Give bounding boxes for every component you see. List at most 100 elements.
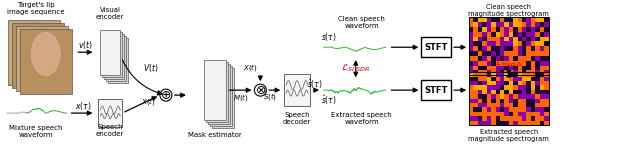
Bar bbox=[527, 112, 531, 116]
Bar bbox=[531, 121, 535, 125]
Bar bbox=[527, 17, 531, 22]
Bar bbox=[487, 94, 491, 99]
Bar bbox=[491, 90, 495, 94]
Bar bbox=[504, 116, 509, 121]
Bar bbox=[531, 22, 535, 27]
Bar bbox=[531, 27, 535, 32]
Bar bbox=[527, 56, 531, 61]
Bar bbox=[487, 46, 491, 51]
Bar bbox=[535, 116, 540, 121]
Bar bbox=[500, 107, 504, 112]
Bar bbox=[544, 107, 548, 112]
Bar bbox=[474, 116, 478, 121]
Bar bbox=[487, 32, 491, 37]
Bar bbox=[491, 85, 495, 90]
Bar bbox=[487, 66, 491, 70]
Bar bbox=[495, 22, 500, 27]
Bar bbox=[491, 46, 495, 51]
Bar bbox=[12, 23, 63, 88]
Bar bbox=[544, 56, 548, 61]
Bar bbox=[535, 112, 540, 116]
Bar bbox=[509, 103, 513, 107]
Bar bbox=[500, 103, 504, 107]
Bar bbox=[495, 32, 500, 37]
Bar bbox=[495, 107, 500, 112]
Bar bbox=[469, 103, 474, 107]
Bar bbox=[544, 66, 548, 70]
Bar bbox=[474, 85, 478, 90]
Bar bbox=[495, 94, 500, 99]
Bar bbox=[504, 56, 509, 61]
Text: Mixture speech
waveform: Mixture speech waveform bbox=[9, 125, 63, 138]
Bar bbox=[540, 112, 544, 116]
Bar bbox=[527, 70, 531, 75]
Bar bbox=[474, 22, 478, 27]
Bar bbox=[518, 37, 522, 41]
Bar bbox=[284, 74, 310, 106]
Bar bbox=[500, 27, 504, 32]
Bar bbox=[469, 77, 474, 81]
Bar bbox=[504, 81, 509, 85]
Bar bbox=[495, 51, 500, 56]
Bar bbox=[509, 70, 513, 75]
Bar bbox=[474, 72, 478, 77]
Text: Target's lip
image sequence: Target's lip image sequence bbox=[7, 2, 65, 15]
Bar bbox=[504, 17, 509, 22]
Bar bbox=[504, 32, 509, 37]
Bar bbox=[474, 81, 478, 85]
Bar bbox=[487, 51, 491, 56]
Bar bbox=[513, 66, 518, 70]
Bar bbox=[504, 121, 509, 125]
Bar bbox=[518, 22, 522, 27]
Bar bbox=[540, 70, 544, 75]
Bar bbox=[540, 61, 544, 66]
Bar bbox=[535, 37, 540, 41]
Bar bbox=[205, 62, 228, 122]
Bar bbox=[527, 85, 531, 90]
Bar bbox=[478, 99, 483, 103]
Bar bbox=[518, 17, 522, 22]
Bar bbox=[483, 46, 487, 51]
Bar bbox=[531, 17, 535, 22]
Bar bbox=[535, 77, 540, 81]
Bar bbox=[522, 51, 527, 56]
Bar bbox=[483, 70, 487, 75]
Bar bbox=[540, 46, 544, 51]
Bar bbox=[509, 56, 513, 61]
Bar bbox=[504, 27, 509, 32]
Bar bbox=[500, 81, 504, 85]
Bar bbox=[531, 66, 535, 70]
Bar bbox=[469, 37, 474, 41]
Bar bbox=[509, 77, 513, 81]
Bar bbox=[483, 22, 487, 27]
Bar bbox=[487, 17, 491, 22]
Bar bbox=[527, 116, 531, 121]
Bar bbox=[540, 72, 544, 77]
Bar bbox=[474, 70, 478, 75]
Bar bbox=[522, 77, 527, 81]
Bar bbox=[540, 99, 544, 103]
Bar bbox=[469, 72, 548, 125]
Bar bbox=[513, 56, 518, 61]
Bar bbox=[478, 112, 483, 116]
Bar bbox=[509, 22, 513, 27]
Bar bbox=[504, 41, 509, 46]
Bar bbox=[509, 27, 513, 32]
Bar bbox=[513, 121, 518, 125]
Bar bbox=[509, 41, 513, 46]
Bar bbox=[540, 27, 544, 32]
Bar bbox=[522, 85, 527, 90]
Text: $V(t)$: $V(t)$ bbox=[143, 62, 159, 74]
Bar bbox=[518, 61, 522, 66]
Bar bbox=[544, 37, 548, 41]
Text: STFT: STFT bbox=[424, 43, 448, 52]
Bar bbox=[487, 61, 491, 66]
Bar bbox=[474, 107, 478, 112]
Bar bbox=[544, 116, 548, 121]
Bar bbox=[509, 99, 513, 103]
Bar bbox=[491, 112, 495, 116]
Text: $\hat{S}(t)$: $\hat{S}(t)$ bbox=[263, 91, 277, 103]
Bar bbox=[469, 66, 474, 70]
Text: $X(t)$: $X(t)$ bbox=[141, 96, 156, 107]
Bar bbox=[491, 41, 495, 46]
